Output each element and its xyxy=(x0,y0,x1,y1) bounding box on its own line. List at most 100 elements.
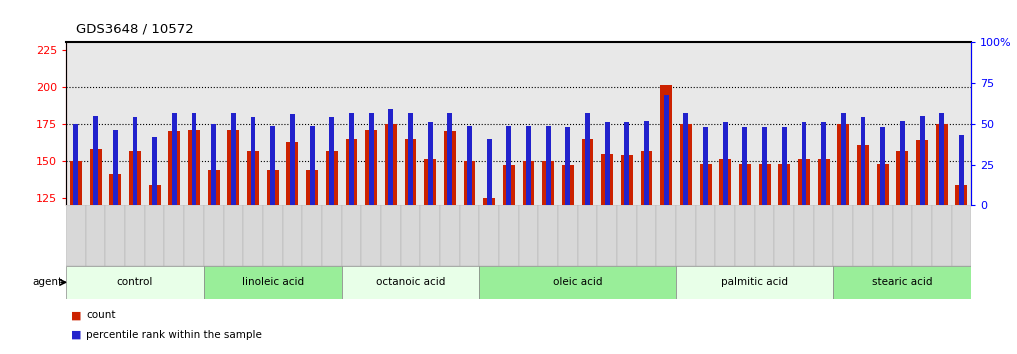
Bar xyxy=(641,150,653,205)
Bar xyxy=(578,205,597,266)
Bar xyxy=(224,205,243,266)
Bar xyxy=(203,266,342,299)
Bar xyxy=(346,139,357,205)
Bar xyxy=(144,205,165,266)
Bar xyxy=(936,124,948,205)
Bar xyxy=(266,170,279,205)
Bar xyxy=(818,159,830,205)
Bar xyxy=(857,145,869,205)
Bar xyxy=(447,113,453,205)
Bar xyxy=(188,130,200,205)
Bar xyxy=(228,130,239,205)
Bar xyxy=(440,205,460,266)
Bar xyxy=(106,205,125,266)
Bar xyxy=(110,174,121,205)
Bar xyxy=(719,159,731,205)
Bar xyxy=(798,159,810,205)
Bar xyxy=(877,164,889,205)
Bar xyxy=(125,205,144,266)
Bar xyxy=(405,139,416,205)
Bar xyxy=(775,205,794,266)
Bar xyxy=(322,205,342,266)
Bar xyxy=(290,114,295,205)
Bar xyxy=(401,205,420,266)
Bar xyxy=(262,205,283,266)
Text: percentile rank within the sample: percentile rank within the sample xyxy=(86,330,262,340)
Text: control: control xyxy=(117,277,154,287)
Bar xyxy=(467,126,472,205)
Bar xyxy=(306,170,318,205)
Bar xyxy=(349,113,354,205)
Bar xyxy=(203,205,224,266)
Bar xyxy=(250,118,255,205)
Bar xyxy=(247,150,259,205)
Text: ■: ■ xyxy=(71,310,81,320)
Bar xyxy=(676,205,696,266)
Bar xyxy=(499,205,519,266)
Bar xyxy=(361,205,381,266)
Bar xyxy=(479,266,676,299)
Bar xyxy=(309,126,314,205)
Bar xyxy=(837,124,849,205)
Bar xyxy=(523,161,534,205)
Bar xyxy=(558,205,578,266)
Bar xyxy=(715,205,735,266)
Bar xyxy=(546,126,550,205)
Bar xyxy=(66,205,85,266)
Bar xyxy=(782,127,787,205)
Bar xyxy=(538,205,558,266)
Bar xyxy=(479,205,499,266)
Bar xyxy=(696,205,715,266)
Bar xyxy=(597,205,617,266)
Bar xyxy=(66,266,203,299)
Bar xyxy=(873,205,893,266)
Bar xyxy=(342,266,479,299)
Bar xyxy=(212,124,217,205)
Bar xyxy=(70,161,81,205)
Bar xyxy=(483,198,495,205)
Bar xyxy=(959,135,964,205)
Bar xyxy=(464,161,475,205)
Bar xyxy=(821,122,826,205)
Bar xyxy=(956,184,967,205)
Bar xyxy=(932,205,952,266)
Bar xyxy=(526,126,531,205)
Bar xyxy=(172,113,177,205)
Bar xyxy=(132,118,137,205)
Bar xyxy=(565,127,571,205)
Bar xyxy=(165,205,184,266)
Bar xyxy=(814,205,834,266)
Bar xyxy=(287,142,298,205)
Bar xyxy=(896,150,908,205)
Bar xyxy=(723,122,728,205)
Bar xyxy=(169,131,180,205)
Bar xyxy=(700,164,712,205)
Bar xyxy=(325,150,338,205)
Bar xyxy=(207,170,220,205)
Bar xyxy=(952,205,971,266)
Bar xyxy=(330,118,335,205)
Bar xyxy=(912,205,932,266)
Text: linoleic acid: linoleic acid xyxy=(242,277,304,287)
Bar xyxy=(801,122,806,205)
Bar xyxy=(739,164,751,205)
Bar xyxy=(759,164,771,205)
Bar xyxy=(94,116,98,205)
Bar xyxy=(605,122,609,205)
Bar xyxy=(408,113,413,205)
Bar xyxy=(113,130,118,205)
Bar xyxy=(271,126,276,205)
Bar xyxy=(742,127,747,205)
Bar xyxy=(365,130,377,205)
Text: agent: agent xyxy=(33,277,62,287)
Bar xyxy=(519,205,538,266)
Bar xyxy=(73,124,78,205)
Bar xyxy=(562,165,574,205)
Bar xyxy=(900,121,905,205)
Bar xyxy=(191,113,196,205)
Text: GDS3648 / 10572: GDS3648 / 10572 xyxy=(76,22,194,35)
Text: oleic acid: oleic acid xyxy=(553,277,602,287)
Bar xyxy=(342,205,361,266)
Bar xyxy=(443,131,456,205)
Bar xyxy=(644,121,649,205)
